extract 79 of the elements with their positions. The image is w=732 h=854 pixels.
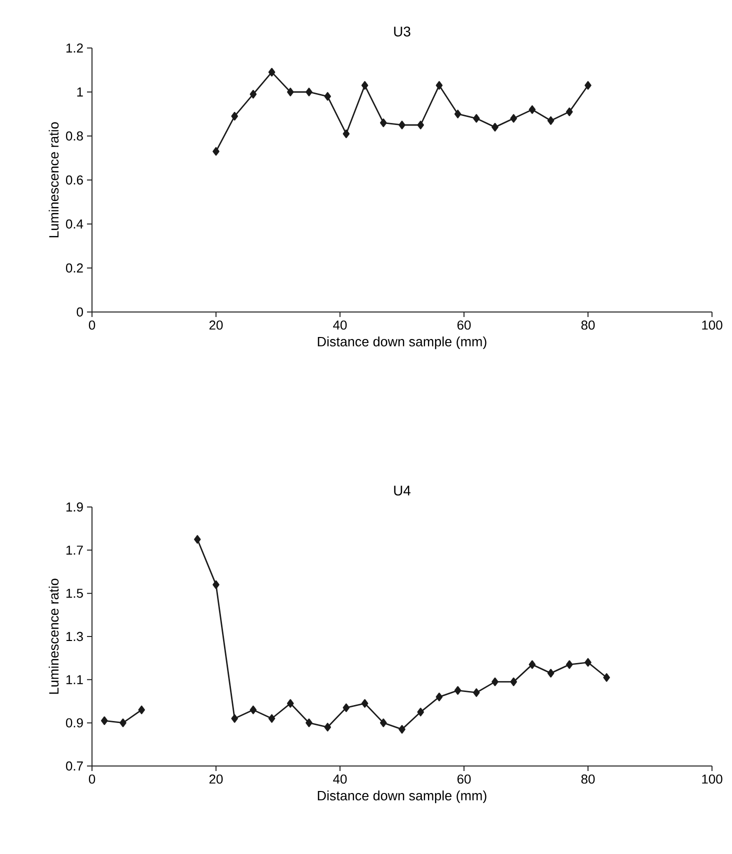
x-axis-title: Distance down sample (mm) — [318, 336, 486, 350]
point — [547, 668, 554, 678]
point — [566, 107, 573, 116]
point — [342, 703, 350, 712]
point — [306, 718, 312, 728]
point — [417, 120, 424, 130]
point — [361, 699, 368, 708]
point — [250, 90, 257, 98]
y-tick-label: 1 — [77, 88, 83, 96]
y-tick-label: 1.2 — [66, 43, 83, 53]
point — [120, 718, 126, 728]
x-tick-label: 60 — [457, 320, 471, 330]
chart-title: U4 — [394, 486, 411, 496]
point — [212, 580, 220, 589]
point — [306, 88, 312, 96]
point — [324, 722, 332, 732]
point — [436, 81, 443, 90]
point — [547, 116, 554, 125]
point — [492, 678, 498, 686]
point — [361, 81, 368, 90]
y-axis-title: Luminescence ratio — [48, 578, 59, 694]
y-tick-label: 0 — [76, 307, 83, 317]
y-tick-label: 1.7 — [66, 546, 83, 555]
point — [268, 68, 276, 76]
y-axis-title: Luminescence ratio — [48, 122, 59, 238]
point — [287, 88, 294, 96]
x-tick-label: 100 — [702, 774, 722, 784]
x-tick-label: 80 — [581, 320, 595, 330]
point — [268, 714, 276, 723]
point — [492, 122, 498, 132]
point — [212, 147, 220, 156]
x-tick-label: 60 — [457, 774, 471, 784]
point — [101, 716, 108, 725]
point — [138, 706, 145, 714]
point — [510, 678, 518, 686]
y-tick-label: 1.9 — [66, 502, 83, 512]
y-tick-label: 1.5 — [66, 588, 83, 598]
x-tick-label: 40 — [333, 320, 347, 330]
point — [398, 725, 406, 734]
point — [528, 105, 536, 114]
y-tick-label: 0.9 — [66, 718, 83, 728]
x-tick-label: 0 — [88, 320, 96, 330]
point — [436, 692, 443, 702]
point — [231, 714, 238, 723]
x-tick-label: 20 — [209, 774, 223, 784]
point — [566, 660, 573, 669]
point — [528, 660, 536, 669]
x-tick-label: 40 — [333, 774, 347, 784]
point — [398, 120, 406, 130]
y-tick-label: 0.7 — [66, 761, 83, 771]
point — [510, 114, 518, 123]
x-tick-label: 0 — [88, 774, 96, 784]
point — [287, 699, 294, 708]
x-tick-label: 100 — [702, 320, 722, 330]
point — [454, 110, 462, 118]
point — [603, 673, 610, 682]
point — [473, 114, 480, 123]
y-tick-label: 1.1 — [66, 675, 83, 684]
point — [342, 129, 350, 138]
y-tick-label: 1.3 — [66, 632, 83, 642]
point — [250, 706, 257, 714]
point — [584, 658, 592, 667]
point — [584, 81, 592, 90]
point — [231, 112, 238, 120]
x-tick-label: 20 — [209, 320, 223, 330]
y-tick-label: 0.8 — [66, 131, 83, 141]
y-tick-label: 0.4 — [66, 219, 84, 229]
chart-title: U3 — [394, 26, 410, 36]
point — [380, 118, 387, 128]
x-tick-label: 80 — [581, 774, 595, 784]
point — [194, 535, 201, 544]
point — [473, 688, 480, 697]
x-axis-title: Distance down sample (mm) — [318, 790, 486, 804]
point — [380, 718, 387, 728]
point — [417, 708, 424, 716]
point — [454, 686, 462, 695]
y-tick-label: 0.6 — [66, 175, 83, 185]
point — [324, 92, 332, 101]
y-tick-label: 0.2 — [66, 263, 83, 273]
